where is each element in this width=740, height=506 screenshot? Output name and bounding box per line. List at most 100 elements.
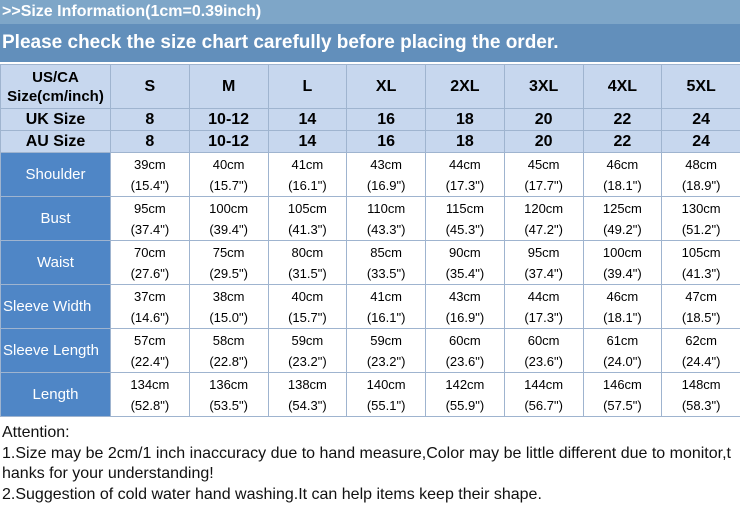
shoulder-cell: 48cm (18.9") xyxy=(661,152,740,197)
au-size-value: 20 xyxy=(503,130,584,153)
inch-value: (22.4") xyxy=(130,353,170,369)
cm-value: 45cm xyxy=(527,156,560,172)
length-cell: 146cm (57.5") xyxy=(582,372,663,417)
cm-value: 136cm xyxy=(209,376,249,392)
au-size-value: 18 xyxy=(425,130,505,153)
inch-value: (16.9") xyxy=(366,177,406,193)
inch-value: (23.6") xyxy=(524,353,563,369)
inch-value: (35.4") xyxy=(445,265,485,281)
uk-size-value: 10-12 xyxy=(188,108,269,131)
cm-value: 100cm xyxy=(602,244,642,260)
uk-size-value: 24 xyxy=(661,108,740,131)
cm-value: 90cm xyxy=(448,244,481,260)
cm-value: 120cm xyxy=(524,200,564,216)
size-header-s: S xyxy=(110,64,190,109)
inch-value: (23.6") xyxy=(445,353,485,369)
bust-cell: 95cm (37.4") xyxy=(110,196,190,241)
uk-size-value: 16 xyxy=(346,108,426,131)
cm-value: 138cm xyxy=(287,376,327,392)
inch-value: (24.4") xyxy=(681,353,721,369)
sleeve-width-cell: 47cm (18.5") xyxy=(661,284,740,329)
inch-value: (18.9") xyxy=(681,177,721,193)
cm-value: 48cm xyxy=(685,156,718,172)
length-cell: 140cm (55.1") xyxy=(346,372,426,417)
uk-size-value: 18 xyxy=(425,108,505,131)
sleeve-width-label: Sleeve Width xyxy=(0,284,111,329)
inch-value: (41.3") xyxy=(681,265,721,281)
inch-value: (17.3") xyxy=(445,177,485,193)
shoulder-cell: 44cm (17.3") xyxy=(425,152,505,197)
waist-cell: 100cm (39.4") xyxy=(582,240,663,285)
inch-value: (37.4") xyxy=(524,265,563,281)
inch-value: (58.3") xyxy=(681,397,721,413)
cm-value: 58cm xyxy=(212,332,245,348)
inch-value: (18.1") xyxy=(603,177,642,193)
inch-value: (15.7") xyxy=(209,177,248,193)
au-size-value: 24 xyxy=(661,130,740,153)
cm-value: 95cm xyxy=(133,200,166,216)
cm-value: 115cm xyxy=(445,200,484,216)
corner-label-line2: Size(cm/inch) xyxy=(7,87,104,105)
inch-value: (52.8") xyxy=(130,397,170,413)
uk-size-value: 22 xyxy=(582,108,663,131)
cm-value: 80cm xyxy=(291,244,324,260)
inch-value: (57.5") xyxy=(603,397,642,413)
inch-value: (16.9") xyxy=(445,309,485,325)
cm-value: 95cm xyxy=(527,244,560,260)
inch-value: (17.7") xyxy=(524,177,563,193)
sleeve-width-cell: 43cm (16.9") xyxy=(425,284,505,329)
inch-value: (18.5") xyxy=(681,309,721,325)
cm-value: 59cm xyxy=(291,332,324,348)
inch-value: (18.1") xyxy=(603,309,642,325)
bust-cell: 110cm (43.3") xyxy=(346,196,426,241)
waist-cell: 70cm (27.6") xyxy=(110,240,190,285)
shoulder-cell: 40cm (15.7") xyxy=(188,152,269,197)
au-size-value: 16 xyxy=(346,130,426,153)
inch-value: (55.9") xyxy=(445,397,485,413)
inch-value: (29.5") xyxy=(209,265,248,281)
waist-cell: 105cm (41.3") xyxy=(661,240,740,285)
attention-line-1: 1.Size may be 2cm/1 inch inaccuracy due … xyxy=(2,444,731,462)
cm-value: 144cm xyxy=(524,376,564,392)
inch-value: (17.3") xyxy=(524,309,563,325)
cm-value: 41cm xyxy=(291,156,324,172)
cm-value: 61cm xyxy=(606,332,639,348)
uk-size-label: UK Size xyxy=(0,108,111,131)
inch-value: (31.5") xyxy=(288,265,327,281)
sleeve-length-cell: 58cm (22.8") xyxy=(188,328,269,373)
inch-value: (16.1") xyxy=(366,309,406,325)
size-header-xl: XL xyxy=(346,64,426,109)
cm-value: 57cm xyxy=(133,332,166,348)
inch-value: (27.6") xyxy=(130,265,170,281)
size-header-l: L xyxy=(267,64,348,109)
inch-value: (14.6") xyxy=(130,309,170,325)
attention-line-2: hanks for your understanding! xyxy=(2,465,214,482)
cm-value: 62cm xyxy=(685,332,718,348)
cm-value: 59cm xyxy=(370,332,403,348)
size-header-5xl: 5XL xyxy=(661,64,740,109)
bust-cell: 105cm (41.3") xyxy=(267,196,348,241)
sleeve-width-cell: 46cm (18.1") xyxy=(582,284,663,329)
inch-value: (47.2") xyxy=(524,221,563,237)
sleeve-length-cell: 60cm (23.6") xyxy=(425,328,505,373)
size-header-4xl: 4XL xyxy=(582,64,663,109)
cm-value: 44cm xyxy=(448,156,481,172)
sleeve-width-cell: 41cm (16.1") xyxy=(346,284,426,329)
length-cell: 136cm (53.5") xyxy=(188,372,269,417)
length-cell: 148cm (58.3") xyxy=(661,372,740,417)
cm-value: 105cm xyxy=(681,244,721,260)
cm-value: 125cm xyxy=(602,200,642,216)
length-row: Length 134cm (52.8") 136cm (53.5") 138cm (54.3… xyxy=(0,372,740,417)
inch-value: (15.0") xyxy=(209,309,248,325)
shoulder-cell: 43cm (16.9") xyxy=(346,152,426,197)
sleeve-length-cell: 59cm (23.2") xyxy=(267,328,348,373)
inch-value: (43.3") xyxy=(366,221,406,237)
inch-value: (15.7") xyxy=(288,309,327,325)
inch-value: (23.2") xyxy=(288,353,327,369)
inch-value: (23.2") xyxy=(366,353,406,369)
length-cell: 138cm (54.3") xyxy=(267,372,348,417)
length-cell: 144cm (56.7") xyxy=(503,372,584,417)
sleeve-length-label: Sleeve Length xyxy=(0,328,111,373)
cm-value: 146cm xyxy=(602,376,642,392)
corner-label-line1: US/CA xyxy=(32,68,79,86)
